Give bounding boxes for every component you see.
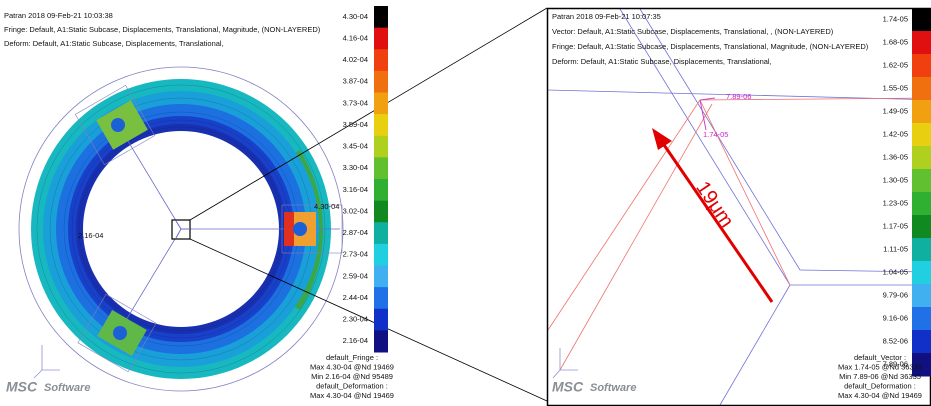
- legend-label: 1.17-05: [883, 221, 908, 230]
- legend-label: 1.36-05: [883, 152, 908, 161]
- legend-label: 3.87-04: [343, 77, 368, 86]
- max-annotation: 1.74-05: [703, 130, 728, 139]
- legend-swatch: [374, 308, 388, 331]
- legend-swatch: [374, 135, 388, 158]
- footer-line: default_Deformation :: [316, 381, 388, 390]
- footer-line: Max 4.30-04 @Nd 19469: [838, 391, 922, 400]
- legend-label: 9.79-06: [883, 290, 908, 299]
- legend-label: 1.49-05: [883, 106, 908, 115]
- legend-swatch: [912, 238, 931, 262]
- legend-label: 9.16-06: [883, 313, 908, 322]
- legend-label: 2.30-04: [343, 315, 368, 324]
- legend-label: 1.23-05: [883, 198, 908, 207]
- color-legend: 4.30-04 4.16-04 4.02-04 3.87-04 3.73-04 3.59-…: [343, 6, 388, 353]
- legend-label: 1.04-05: [883, 267, 908, 276]
- legend-swatch: [912, 192, 931, 216]
- legend-label: 1.74-05: [883, 14, 908, 23]
- legend-swatch: [912, 353, 931, 377]
- footer-line: Max 4.30-04 @Nd 19469: [310, 391, 394, 400]
- logo-name: Software: [44, 382, 90, 394]
- legend-label: 3.30-04: [343, 163, 368, 172]
- legend-swatch: [912, 31, 931, 55]
- legend-swatch: [374, 92, 388, 115]
- footer-line: default_Deformation :: [844, 381, 916, 390]
- footer-line: default_Fringe :: [326, 353, 378, 362]
- legend-swatch: [912, 54, 931, 78]
- legend-swatch: [374, 6, 388, 29]
- legend-swatch: [374, 265, 388, 288]
- legend-label: 2.44-04: [343, 293, 368, 302]
- legend-swatch: [912, 8, 931, 32]
- legend-swatch: [912, 77, 931, 101]
- legend-swatch: [374, 330, 388, 353]
- legend-label: 3.45-04: [343, 142, 368, 151]
- legend-swatch: [374, 243, 388, 266]
- legend-label: 3.16-04: [343, 185, 368, 194]
- logo-name: Software: [590, 382, 636, 394]
- footer: default_Vector :Max 1.74-05 @Nd 36335Min…: [838, 353, 922, 400]
- max-annotation: 4.30-04: [314, 202, 339, 211]
- footer-line: Max 4.30-04 @Nd 19469: [310, 362, 394, 371]
- legend-label: 1.68-05: [883, 37, 908, 46]
- legend-label: 1.62-05: [883, 60, 908, 69]
- legend-swatch: [912, 307, 931, 331]
- footer-line: Min 7.89-06 @Nd 36335: [839, 372, 921, 381]
- legend-swatch: [374, 70, 388, 93]
- logo-brand: MSC: [552, 379, 584, 395]
- legend-swatch: [374, 27, 388, 50]
- legend-swatch: [912, 284, 931, 308]
- ring-model: [18, 66, 344, 392]
- min-annotation: 7.89-06: [726, 92, 751, 101]
- legend-label: 1.55-05: [883, 83, 908, 92]
- legend-label: 8.52-06: [883, 336, 908, 345]
- legend-label: 4.02-04: [343, 55, 368, 64]
- legend-label: 2.73-04: [343, 250, 368, 259]
- legend-swatch: [912, 123, 931, 147]
- header-line: Patran 2018 09-Feb-21 10:03:38: [4, 11, 113, 20]
- legend-swatch: [374, 114, 388, 137]
- legend-swatch: [912, 100, 931, 124]
- legend-label: 7.89-06: [883, 359, 908, 368]
- legend-label: 3.73-04: [343, 98, 368, 107]
- footer: default_Fringe :Max 4.30-04 @Nd 19469Min…: [310, 353, 394, 400]
- legend-swatch: [912, 146, 931, 170]
- header-line: Deform: Default, A1:Static Subcase, Disp…: [4, 39, 224, 48]
- legend-swatch: [912, 169, 931, 193]
- legend-label: 1.30-05: [883, 175, 908, 184]
- axis-triad: [552, 348, 578, 379]
- legend-swatch: [912, 261, 931, 285]
- legend-label: 3.02-04: [343, 206, 368, 215]
- footer-line: default_Vector :: [854, 353, 906, 362]
- legend-swatch: [374, 49, 388, 72]
- legend-swatch: [374, 287, 388, 310]
- legend-label: 1.42-05: [883, 129, 908, 138]
- color-legend: 1.74-05 1.68-05 1.62-05 1.55-05 1.49-05 1.42-…: [883, 8, 931, 377]
- legend-swatch: [374, 222, 388, 245]
- legend-label: 2.59-04: [343, 271, 368, 280]
- legend-swatch: [912, 215, 931, 239]
- logo-brand: MSC: [6, 379, 38, 395]
- min-annotation: 2.16-04: [78, 231, 103, 240]
- legend-swatch: [374, 179, 388, 202]
- header-line: Fringe: Default, A1:Static Subcase, Disp…: [4, 25, 321, 34]
- footer-line: Max 1.74-05 @Nd 36335: [838, 362, 922, 371]
- legend-label: 4.16-04: [343, 33, 368, 42]
- footer-line: Min 2.16-04 @Nd 95489: [311, 372, 393, 381]
- legend-label: 1.11-05: [883, 244, 908, 253]
- header-line: Patran 2018 09-Feb-21 10:07:35: [552, 12, 661, 21]
- legend-label: 2.87-04: [343, 228, 368, 237]
- header-line: Fringe: Default, A1:Static Subcase, Disp…: [552, 42, 869, 51]
- legend-label: 4.30-04: [343, 12, 368, 21]
- legend-label: 2.16-04: [343, 336, 368, 345]
- zoom-lines: [189, 7, 548, 402]
- header-line: Deform: Default, A1:Static Subcase, Disp…: [552, 57, 772, 66]
- axis-triad: [33, 345, 60, 379]
- header-line: Vector: Default, A1:Static Subcase, Disp…: [552, 27, 834, 36]
- legend-swatch: [912, 330, 931, 354]
- legend-swatch: [374, 200, 388, 223]
- legend-swatch: [374, 157, 388, 180]
- legend-label: 3.59-04: [343, 120, 368, 129]
